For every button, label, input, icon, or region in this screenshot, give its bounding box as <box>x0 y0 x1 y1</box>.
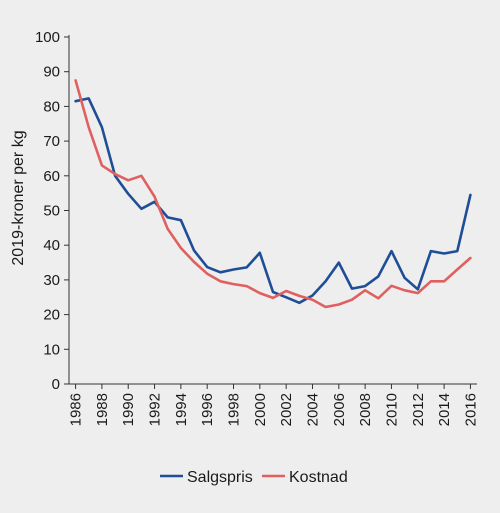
axes <box>68 35 477 385</box>
y-tick-label: 80 <box>43 98 60 115</box>
x-tick-label: 2006 <box>331 393 348 426</box>
y-tick-label: 50 <box>43 203 60 220</box>
x-tick-label: 2012 <box>410 393 427 426</box>
legend: Salgspris Kostnad <box>160 469 348 486</box>
y-tick-label: 30 <box>43 272 60 289</box>
x-tick-label: 2014 <box>436 393 453 426</box>
legend-label-salgspris: Salgspris <box>187 469 253 486</box>
y-tick-label: 90 <box>43 64 60 81</box>
y-tick-label: 70 <box>43 133 60 150</box>
x-tick-label: 2016 <box>462 393 479 426</box>
x-tick-label: 1994 <box>173 393 190 426</box>
x-tick-label: 2002 <box>278 393 295 426</box>
x-tick-label: 1992 <box>147 393 164 426</box>
x-tick-label: 2010 <box>383 393 400 426</box>
x-tick-label: 1988 <box>94 393 111 426</box>
x-tick-label: 2000 <box>252 393 269 426</box>
y-tick-label: 100 <box>35 29 60 46</box>
x-tick-label: 2004 <box>304 393 321 426</box>
legend-label-kostnad: Kostnad <box>289 469 348 486</box>
y-tick-label: 60 <box>43 168 60 185</box>
x-tick-label: 2008 <box>357 393 374 426</box>
x-tick-label: 1986 <box>68 393 85 426</box>
y-tick-label: 10 <box>43 341 60 358</box>
y-axis-title: 2019-kroner per kg <box>10 130 27 265</box>
x-tick-label: 1990 <box>120 393 137 426</box>
series-line-salgspris <box>74 97 472 305</box>
y-tick-label: 20 <box>43 307 60 324</box>
x-tick-label: 1996 <box>199 393 216 426</box>
series-group <box>74 79 472 309</box>
x-axis: 1986 1988 1990 1992 1994 1996 1998 2000 2002 2004… <box>68 384 479 426</box>
y-axis: 0 10 20 30 40 50 60 70 80 90 100 <box>35 29 69 393</box>
x-tick-label: 1998 <box>226 393 243 426</box>
y-tick-label: 0 <box>52 376 60 393</box>
y-tick-label: 40 <box>43 237 60 254</box>
series-line-kostnad <box>74 79 472 309</box>
